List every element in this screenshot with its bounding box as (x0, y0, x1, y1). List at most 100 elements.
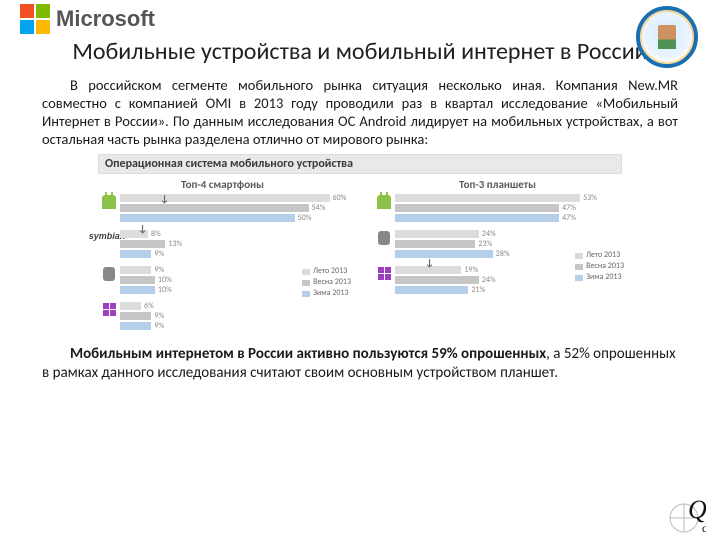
legend-label: Весна 2013 (313, 277, 351, 288)
bar-value: 21% (471, 286, 485, 294)
ios-icon (98, 265, 120, 281)
bar-value: 10% (158, 276, 172, 284)
trend-arrow-icon: ↓ (160, 192, 169, 205)
legend-label: Зима 2013 (586, 272, 621, 283)
bar-value: 28% (496, 250, 510, 258)
os-chart: Операционная система мобильного устройст… (98, 154, 622, 337)
bar-group: 6%9%9% (98, 301, 347, 331)
bar (120, 276, 155, 284)
bar (120, 312, 151, 320)
conclusion-bold: Мобильным интернетом в России активно по… (70, 345, 546, 363)
chart-column: Топ-4 смартфоны 60% 54%50% symbian 8% 13% 9% 9%… (98, 178, 347, 337)
trend-arrow-icon: ↓ (138, 222, 147, 235)
page-title: Мобильные устройства и мобильный интерне… (60, 38, 660, 66)
bar-row: 9% (120, 321, 347, 330)
header-logos: Microsoft (0, 0, 720, 34)
bar-group: 60% 54%50% (98, 193, 347, 223)
bar (120, 250, 151, 258)
bar-value: 13% (168, 240, 182, 248)
bar-row: 53% (395, 193, 622, 202)
bar-row: 8% (120, 229, 347, 238)
bar-row: 47% (395, 203, 622, 212)
legend-item: Весна 2013 (302, 277, 351, 288)
legend-swatch-icon (302, 269, 310, 275)
microsoft-wordmark: Microsoft (56, 6, 155, 32)
bar-value: 6% (144, 302, 154, 310)
bar-value: 9% (154, 250, 164, 258)
chart-legend: Лето 2013Весна 2013Зима 2013 (302, 266, 351, 300)
bar (395, 214, 559, 222)
chart-columns: Топ-4 смартфоны 60% 54%50% symbian 8% 13% 9% 9%… (98, 178, 622, 337)
chart-title: Операционная система мобильного устройст… (98, 154, 622, 174)
bar-value: 47% (562, 204, 576, 212)
bar-value: 8% (151, 230, 161, 238)
bar (395, 276, 479, 284)
microsoft-logo: Microsoft (20, 4, 155, 34)
bar-value: 47% (562, 214, 576, 222)
ios-icon (373, 229, 395, 245)
bar-value: 23% (478, 240, 492, 248)
wp-icon (98, 301, 120, 316)
bar (395, 204, 559, 212)
wp-icon (373, 265, 395, 280)
bar (395, 230, 479, 238)
bar (120, 194, 330, 202)
bar-row: 23% (395, 239, 622, 248)
bar-value: 50% (298, 214, 312, 222)
bar-value: 9% (154, 312, 164, 320)
legend-label: Зима 2013 (313, 288, 348, 299)
legend-item: Весна 2013 (575, 261, 624, 272)
intro-text: В российском сегменте мобильного рынка с… (42, 76, 678, 149)
bar-group: 53% 47% 47% (373, 193, 622, 223)
bar-value: 19% (464, 266, 478, 274)
bar-row: 54% (120, 203, 347, 212)
bar-value: 53% (583, 194, 597, 202)
legend-label: Лето 2013 (586, 250, 620, 261)
legend-item: Зима 2013 (575, 272, 624, 283)
legend-item: Зима 2013 (302, 288, 351, 299)
bar-row: 60% (120, 193, 347, 202)
bar-row: 47% (395, 213, 622, 222)
windows-icon (20, 4, 50, 34)
legend-label: Лето 2013 (313, 266, 347, 277)
bar (120, 240, 165, 248)
bar-value: 60% (333, 194, 347, 202)
symbian-icon: symbian (98, 229, 120, 241)
bar-value: 24% (482, 230, 496, 238)
legend-item: Лето 2013 (575, 250, 624, 261)
chart-subtitle: Топ-3 планшеты (373, 178, 622, 191)
bar (120, 266, 151, 274)
legend-swatch-icon (575, 264, 583, 270)
bar-row: 21% (395, 285, 622, 294)
corner-mark-icon: Q d (666, 496, 706, 536)
bar-row: 6% (120, 301, 347, 310)
legend-label: Весна 2013 (586, 261, 624, 272)
bar-value: 10% (158, 286, 172, 294)
conclusion-paragraph: Мобильным интернетом в России активно по… (42, 345, 678, 383)
bar-value: 9% (154, 322, 164, 330)
bar (120, 214, 295, 222)
bar-row: 24% (395, 229, 622, 238)
bar (120, 204, 309, 212)
legend-swatch-icon (575, 275, 583, 281)
bar (395, 250, 493, 258)
bar (120, 302, 141, 310)
itmo-logo (636, 6, 698, 68)
bar-value: 24% (482, 276, 496, 284)
android-icon (373, 193, 395, 209)
bar-row: 9% (120, 311, 347, 320)
chart-column: Топ-3 планшеты 53% 47% 47% 24% 23% 28% 19% 24% 21… (373, 178, 622, 337)
bar (395, 240, 475, 248)
bar-value: 54% (312, 204, 326, 212)
bar (120, 286, 155, 294)
bar-group: symbian 8% 13% 9% (98, 229, 347, 259)
android-icon (98, 193, 120, 209)
chart-subtitle: Топ-4 смартфоны (98, 178, 347, 191)
legend-item: Лето 2013 (302, 266, 351, 277)
legend-swatch-icon (302, 291, 310, 297)
bar (395, 286, 468, 294)
chart-legend: Лето 2013Весна 2013Зима 2013 (575, 250, 624, 284)
bar-row: 50% (120, 213, 347, 222)
bar-row: 13% (120, 239, 347, 248)
intro-paragraph: В российском сегменте мобильного рынка с… (42, 76, 678, 149)
